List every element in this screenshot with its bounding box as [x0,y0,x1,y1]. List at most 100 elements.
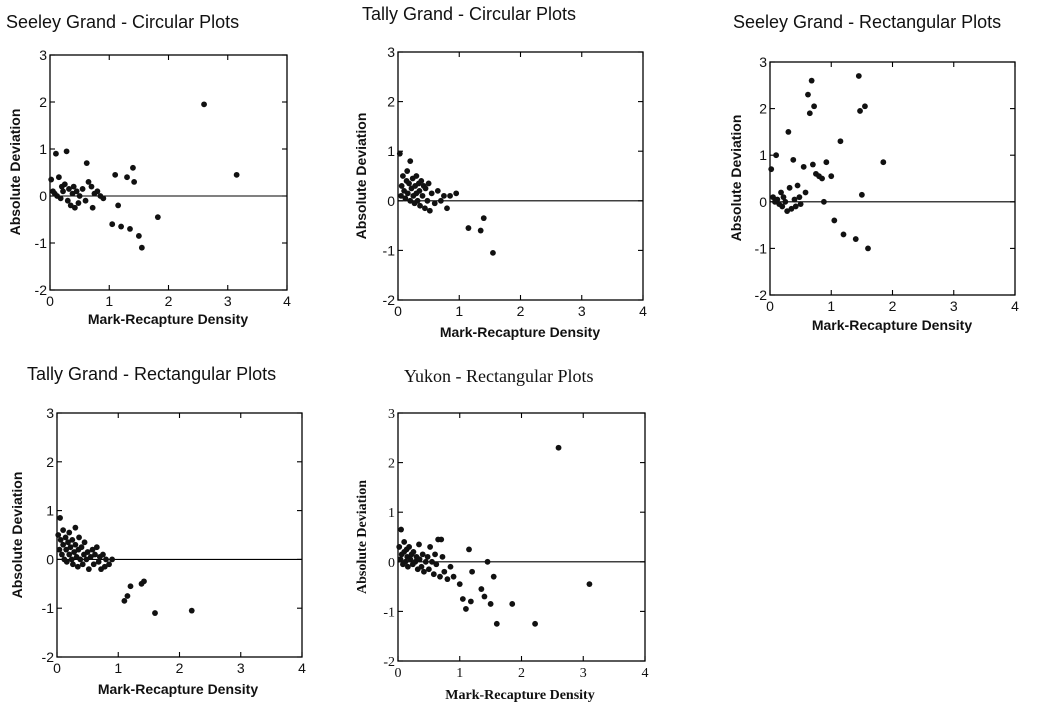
data-point [85,179,92,185]
data-point [93,544,100,551]
data-point [127,226,133,232]
x-tick-label: 4 [298,660,306,676]
data-point [412,558,419,565]
data-point [407,556,414,563]
data-point [112,171,119,178]
panel-seeley-circular: Seeley Grand - Circular Plots Mark-Recap… [6,12,291,327]
data-point [95,558,102,565]
data-point [48,176,55,183]
x-axis-label: Mark-Recapture Density [440,324,600,340]
data-point [66,186,72,192]
data-point [786,184,793,191]
y-tick-label: 3 [387,44,395,60]
data-point [428,190,435,197]
x-tick-label: 2 [889,298,897,314]
data-point [55,174,62,181]
data-point [467,598,474,605]
data-point [55,532,62,538]
data-point [401,539,408,545]
data-point [106,561,112,568]
data-point [417,202,423,209]
y-tick-label: 1 [46,503,54,519]
x-tick-label: 0 [46,293,54,309]
data-point [422,185,429,192]
y-tick-label: 1 [759,147,767,163]
y-tick-label: 2 [387,94,395,110]
data-point [416,187,423,194]
data-point [586,581,593,588]
data-point [141,578,147,585]
data-point [400,173,406,179]
data-point [76,534,82,541]
data-point [469,568,475,575]
x-tick-label: 0 [53,660,61,676]
data-point [396,150,403,157]
data-point [773,152,780,159]
y-tick-label: 3 [388,407,395,422]
plot-frame [56,412,303,658]
data-point [74,563,81,570]
y-tick-label: -2 [383,655,395,670]
x-tick-label: 1 [827,298,835,314]
data-point [419,551,426,558]
data-point [427,544,434,550]
data-point [109,556,116,563]
data-point [806,110,813,117]
data-point [453,190,460,197]
data-point [201,101,207,108]
panel-tally-circular: Tally Grand - Circular Plots Mark-Recapt… [353,4,647,340]
x-tick-label: 1 [455,303,463,319]
data-point [424,197,431,204]
points-layer [396,150,496,256]
data-point [422,205,428,212]
data-point [463,606,469,612]
y-tick-label: 2 [759,101,767,117]
data-point [404,190,411,197]
data-point [94,188,101,195]
points-layer [55,515,195,616]
data-point [858,191,865,198]
data-point [63,546,70,553]
data-point [83,556,90,563]
data-point [65,539,71,546]
data-point [60,541,67,548]
data-point [118,223,124,230]
panel-yukon-rectangular: Yukon - Rectangular Plots Mark-Recapture… [355,366,649,703]
data-point [438,536,445,543]
y-tick-label: 1 [388,506,395,521]
data-point [57,515,63,521]
x-tick-label: 3 [580,666,587,681]
data-point [837,138,844,145]
data-point [75,200,82,206]
data-point [782,198,789,205]
data-point [805,91,811,98]
data-point [152,610,158,616]
y-tick-label: -2 [35,282,48,298]
data-point [103,556,109,563]
x-tick-label: 2 [176,660,184,676]
data-point [792,203,799,210]
data-point [109,221,116,228]
data-point [100,551,106,558]
data-point [802,189,809,196]
panel-seeley-rectangular: Seeley Grand - Rectangular Plots Mark-Re… [728,12,1019,333]
data-point [447,192,453,199]
data-point [425,566,432,573]
data-point [857,108,863,114]
data-point [71,549,78,555]
y-axis-label: Absolute Deviation [728,115,744,242]
x-tick-label: 4 [1011,298,1019,314]
data-point [490,573,497,580]
x-axis-label: Mark-Recapture Density [812,317,972,333]
data-point [421,568,427,575]
data-point [828,173,835,180]
data-point [90,561,97,568]
x-tick-label: 2 [517,303,525,319]
data-point [437,197,444,204]
data-point [800,163,807,170]
data-point [780,194,787,201]
data-point [56,546,63,553]
data-point [84,549,91,555]
data-point [484,558,491,565]
tick-layer: 0 1 2 3 4 -2 -1 0 1 2 3 [35,47,292,309]
